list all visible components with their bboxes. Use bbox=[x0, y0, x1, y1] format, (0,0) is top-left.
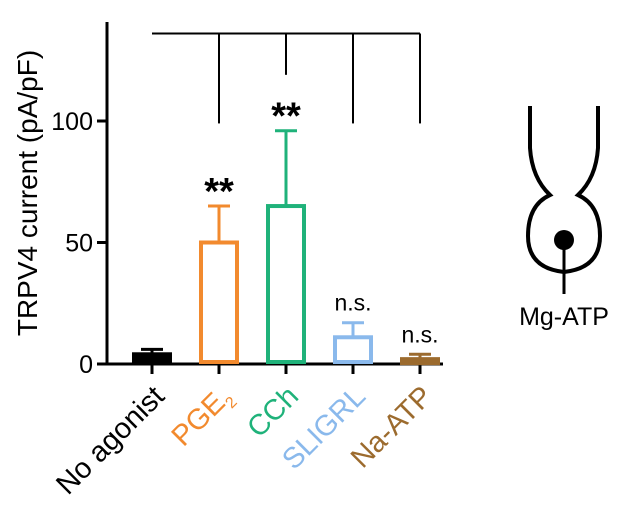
pipette-inset: Mg-ATP bbox=[519, 106, 609, 331]
bar-cch bbox=[266, 204, 306, 364]
axes bbox=[97, 22, 443, 374]
bar-na-atp bbox=[400, 357, 440, 366]
bar-pge2 bbox=[199, 240, 239, 364]
bars bbox=[132, 32, 440, 366]
bar-sligrl bbox=[333, 335, 373, 364]
significance-ns: n.s. bbox=[334, 290, 371, 316]
inset-label: Mg-ATP bbox=[519, 303, 609, 331]
significance-stars: ** bbox=[271, 96, 301, 138]
x-tick-label: PGE2 bbox=[166, 380, 241, 455]
significance-ns: n.s. bbox=[401, 321, 438, 347]
y-tick-label: 0 bbox=[79, 351, 93, 379]
y-axis-label: TRPV4 current (pA/pF) bbox=[12, 50, 43, 336]
x-tick-label: No agonist bbox=[50, 380, 171, 501]
y-tick-label: 50 bbox=[65, 230, 93, 258]
bar-no-agonist bbox=[132, 352, 172, 364]
y-tick-label: 100 bbox=[51, 108, 93, 136]
significance-stars: ** bbox=[204, 171, 234, 213]
